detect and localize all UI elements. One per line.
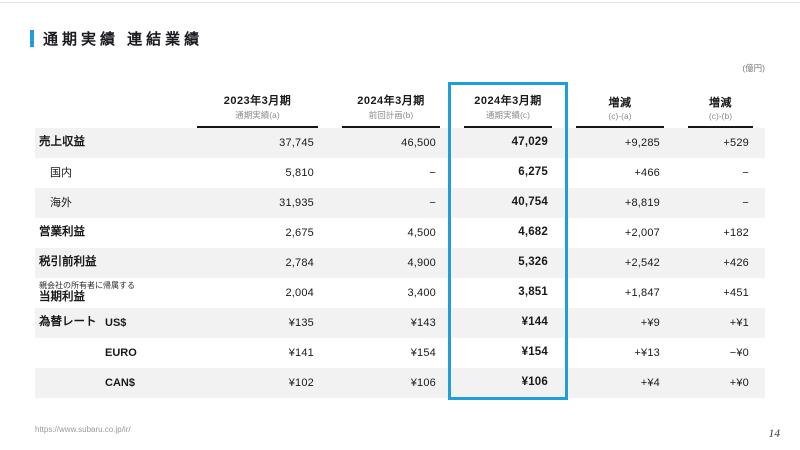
- table-row-revenue: 売上収益 37,745 46,500 47,029 +9,285 +529: [35, 128, 765, 158]
- slide-header: 通期実績 連結業績: [30, 28, 203, 49]
- row-label: 営業利益: [39, 226, 85, 239]
- column-header-change-cb: 増減 (c)-(b): [676, 84, 765, 128]
- row-label: EURO: [35, 347, 185, 360]
- column-subtitle: (c)-(a): [608, 111, 632, 121]
- unit-note: (億円): [742, 63, 765, 73]
- table-row-net-profit: 親会社の所有者に帰属する 当期利益 2,004 3,400 3,851 +1,8…: [35, 278, 765, 308]
- row-label: 売上収益: [39, 136, 85, 149]
- row-sublabel: 親会社の所有者に帰属する: [39, 281, 135, 291]
- value-change-ca: +9,285: [624, 136, 660, 149]
- value-fy2024-plan: ¥154: [410, 346, 436, 359]
- value-fy2023-actual: 37,745: [279, 136, 314, 149]
- value-fy2024-actual: ¥106: [521, 376, 548, 389]
- table-row-fx-cad: CAN$ ¥102 ¥106 ¥106 +¥4 +¥0: [35, 368, 765, 398]
- column-underline: [688, 126, 753, 128]
- row-label: 税引前利益: [39, 256, 97, 269]
- value-change-ca: +¥13: [634, 346, 660, 359]
- row-label: 海外: [50, 196, 72, 209]
- table-row-operating-profit: 営業利益 2,675 4,500 4,682 +2,007 +182: [35, 218, 765, 248]
- value-change-cb: +426: [723, 256, 749, 269]
- page-number: 14: [768, 428, 781, 440]
- column-subtitle: 前回計画(b): [368, 110, 414, 120]
- value-fy2023-actual: ¥141: [288, 346, 314, 359]
- column-title: 2024年3月期: [357, 95, 425, 107]
- fx-currency-label: CAN$: [105, 376, 135, 389]
- value-change-ca: +2,542: [624, 256, 660, 269]
- fx-rate-label: 為替レート: [39, 316, 97, 329]
- value-fy2024-plan: ¥143: [410, 316, 436, 329]
- value-fy2023-actual: ¥135: [288, 316, 314, 329]
- value-fy2024-actual: 40,754: [511, 196, 548, 209]
- table-row-fx-usd: 為替レート US$ ¥135 ¥143 ¥144 +¥9 +¥1: [35, 308, 765, 338]
- value-change-ca: +2,007: [624, 226, 660, 239]
- value-fy2024-actual: 47,029: [511, 136, 548, 149]
- value-change-ca: +¥4: [640, 376, 660, 389]
- value-change-cb: +¥1: [729, 316, 749, 329]
- value-fy2024-actual: 6,275: [518, 166, 548, 179]
- value-fy2023-actual: 2,675: [285, 226, 314, 239]
- slide-top-border: [0, 2, 800, 3]
- title-accent-bar: [30, 30, 34, 47]
- table-header-row: 2023年3月期 通期実績(a) 2024年3月期 前回計画(b) 2024年3…: [35, 84, 765, 128]
- fx-currency-label: EURO: [105, 346, 137, 359]
- column-title: 2024年3月期: [474, 95, 542, 107]
- value-fy2024-plan: −: [429, 196, 436, 209]
- value-fy2023-actual: 31,935: [279, 196, 314, 209]
- value-change-cb: +529: [723, 136, 749, 149]
- value-change-ca: +¥9: [640, 316, 660, 329]
- value-change-ca: +8,819: [624, 196, 660, 209]
- value-change-cb: −: [742, 166, 749, 179]
- value-fy2023-actual: 2,784: [285, 256, 314, 269]
- value-fy2023-actual: 2,004: [285, 286, 314, 299]
- column-underline: [342, 126, 440, 128]
- footer-url: https://www.subaru.co.jp/ir/: [35, 425, 131, 434]
- row-label: CAN$: [35, 377, 185, 390]
- column-subtitle: (c)-(b): [708, 111, 733, 121]
- value-fy2023-actual: ¥102: [288, 376, 314, 389]
- value-change-cb: +¥0: [729, 376, 749, 389]
- column-underline: [576, 126, 664, 128]
- row-label: 親会社の所有者に帰属する 当期利益: [35, 281, 185, 304]
- column-header-fy2024-plan: 2024年3月期 前回計画(b): [330, 84, 452, 128]
- row-label-text: 当期利益: [39, 291, 85, 304]
- table-row-overseas: 海外 31,935 − 40,754 +8,819 −: [35, 188, 765, 218]
- value-fy2023-actual: 5,810: [285, 166, 314, 179]
- value-change-cb: −: [742, 196, 749, 209]
- row-label: 国内: [50, 166, 72, 179]
- value-fy2024-plan: ¥106: [410, 376, 436, 389]
- header-spacer: [35, 84, 185, 128]
- results-table: 2023年3月期 通期実績(a) 2024年3月期 前回計画(b) 2024年3…: [35, 82, 765, 400]
- value-fy2024-actual: 5,326: [518, 256, 548, 269]
- column-header-change-ca: 増減 (c)-(a): [564, 84, 676, 128]
- column-header-fy2024-actual: 2024年3月期 通期実績(c): [452, 84, 564, 128]
- value-fy2024-actual: ¥154: [521, 346, 548, 359]
- page-title: 通期実績 連結業績: [43, 31, 204, 48]
- value-fy2024-plan: 4,500: [407, 226, 436, 239]
- value-fy2024-plan: −: [429, 166, 436, 179]
- value-change-ca: +466: [634, 166, 660, 179]
- value-fy2024-plan: 3,400: [407, 286, 436, 299]
- table-row-domestic: 国内 5,810 − 6,275 +466 −: [35, 158, 765, 188]
- column-header-fy2023-actual: 2023年3月期 通期実績(a): [185, 84, 330, 128]
- value-change-cb: −¥0: [729, 346, 749, 359]
- value-change-cb: +182: [723, 226, 749, 239]
- column-title: 増減: [608, 97, 632, 109]
- value-fy2024-actual: ¥144: [521, 316, 548, 329]
- column-subtitle: 通期実績(c): [486, 110, 530, 120]
- row-label: 為替レート US$: [35, 316, 185, 329]
- column-underline: [197, 126, 318, 128]
- column-underline: [464, 126, 552, 128]
- value-fy2024-actual: 4,682: [518, 226, 548, 239]
- value-fy2024-plan: 46,500: [401, 136, 436, 149]
- column-subtitle: 通期実績(a): [235, 110, 280, 120]
- column-title: 増減: [709, 97, 732, 109]
- table-row-pretax-profit: 税引前利益 2,784 4,900 5,326 +2,542 +426: [35, 248, 765, 278]
- value-fy2024-plan: 4,900: [407, 256, 436, 269]
- column-title: 2023年3月期: [223, 95, 292, 107]
- fx-currency-label: US$: [105, 316, 127, 329]
- table-row-fx-euro: EURO ¥141 ¥154 ¥154 +¥13 −¥0: [35, 338, 765, 368]
- value-change-ca: +1,847: [624, 286, 660, 299]
- value-fy2024-actual: 3,851: [518, 286, 548, 299]
- value-change-cb: +451: [723, 286, 749, 299]
